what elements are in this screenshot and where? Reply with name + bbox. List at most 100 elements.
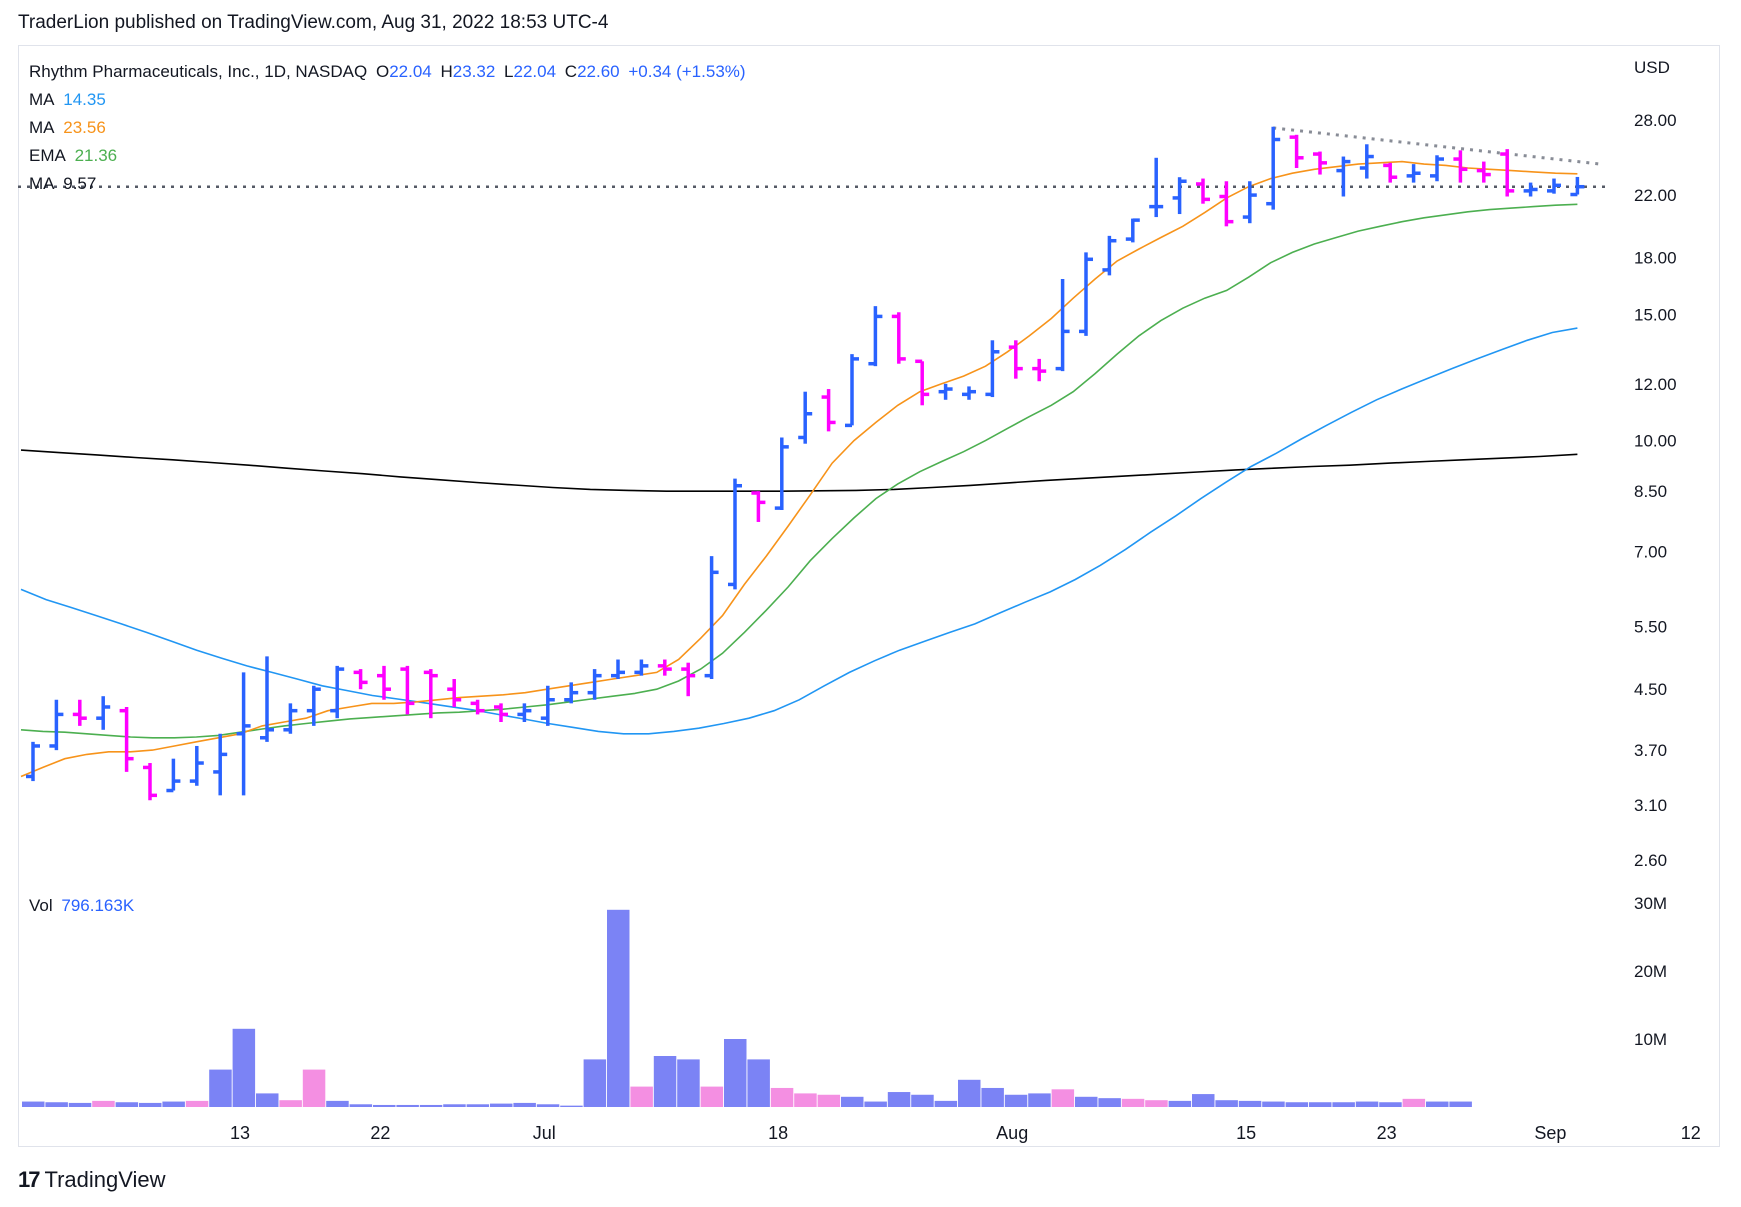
volume-bar: [770, 1087, 794, 1107]
ema21-legend[interactable]: EMA 21.36: [29, 146, 121, 166]
volume-bar: [887, 1092, 911, 1107]
price-tick-label: 12.00: [1634, 375, 1677, 394]
volume-bar: [162, 1101, 185, 1107]
volume-bar: [1379, 1102, 1402, 1107]
price-tick-label: 8.50: [1634, 482, 1667, 501]
volume-bar: [256, 1093, 279, 1107]
tradingview-brand: TradingView: [44, 1167, 166, 1192]
price-tick-label: 4.50: [1634, 680, 1667, 699]
volume-bar: [747, 1059, 770, 1107]
volume-bar: [1449, 1101, 1472, 1107]
open-label: O: [375, 62, 390, 81]
tradingview-footer[interactable]: 17 TradingView: [18, 1167, 166, 1193]
price-tick-label: 15.00: [1634, 305, 1677, 324]
close-label: C: [564, 62, 578, 81]
volume-bar: [1215, 1100, 1238, 1107]
tradingview-logo-icon: 17: [18, 1167, 41, 1192]
x-tick-label: 18: [768, 1123, 788, 1143]
volume-bar: [981, 1087, 1004, 1107]
price-tick-label: 18.00: [1634, 249, 1677, 268]
volume-bar: [373, 1104, 396, 1107]
volume-bar: [139, 1102, 162, 1107]
volume-bar: [1075, 1096, 1098, 1107]
close-value: 22.60: [577, 62, 620, 81]
symbol-legend: Rhythm Pharmaceuticals, Inc., 1D, NASDAQ…: [29, 62, 750, 82]
volume-bar: [443, 1104, 466, 1107]
volume-bar: [209, 1069, 232, 1107]
volume-bar: [794, 1093, 817, 1107]
volume-bar: [396, 1104, 419, 1107]
high-label: H: [440, 62, 453, 81]
ma50-value: 14.35: [63, 90, 106, 109]
low-label: L: [504, 62, 514, 81]
chart-frame: [18, 45, 1720, 1147]
volume-bar: [279, 1100, 302, 1107]
volume-bar: [1192, 1094, 1215, 1107]
volume-bar: [841, 1096, 864, 1107]
volume-bar: [232, 1028, 256, 1107]
volume-bar: [1426, 1101, 1449, 1107]
volume-bar: [1355, 1101, 1379, 1107]
ema21-value: 21.36: [74, 146, 118, 165]
volume-legend[interactable]: Vol 796.163K: [29, 896, 138, 916]
volume-bar: [1168, 1100, 1192, 1107]
publisher-line: TraderLion published on TradingView.com,…: [18, 12, 609, 33]
volume-bar: [513, 1102, 536, 1107]
volume-bar: [1402, 1098, 1426, 1107]
x-tick-label: Aug: [996, 1123, 1028, 1143]
ma10-label: MA: [29, 118, 55, 137]
volume-bar: [1121, 1098, 1145, 1107]
volume-bar: [490, 1103, 513, 1107]
ma200-label: MA: [29, 174, 55, 193]
volume-bar: [1332, 1102, 1355, 1107]
volume-bar: [1285, 1102, 1309, 1107]
volume-bar: [630, 1086, 653, 1107]
price-tick-label: 28.00: [1634, 111, 1677, 130]
volume-bar: [607, 909, 630, 1107]
volume-bar: [1238, 1100, 1262, 1107]
volume-bar: [115, 1102, 139, 1107]
volume-bar: [326, 1100, 349, 1107]
volume-tick-label: 30M: [1634, 894, 1667, 913]
volume-label: Vol: [29, 896, 53, 915]
volume-bar: [1051, 1089, 1075, 1107]
ma10-legend[interactable]: MA 23.56: [29, 118, 110, 138]
ma50-legend[interactable]: MA 14.35: [29, 90, 110, 110]
ma10-line: [20, 160, 1578, 778]
price-tick-label: 3.10: [1634, 796, 1667, 815]
volume-bar: [560, 1105, 583, 1107]
volume-bar: [1262, 1101, 1285, 1107]
x-tick-label: 22: [370, 1123, 390, 1143]
volume-value: 796.163K: [61, 896, 135, 915]
volume-tick-label: 20M: [1634, 962, 1667, 981]
x-tick-label: 23: [1377, 1123, 1397, 1143]
volume-bar: [349, 1104, 373, 1107]
volume-bar: [45, 1102, 68, 1107]
volume-bar: [536, 1104, 560, 1107]
low-value: 22.04: [513, 62, 557, 81]
ema21-line: [20, 203, 1578, 739]
volume-bar: [677, 1059, 700, 1107]
symbol-title: Rhythm Pharmaceuticals, Inc., 1D, NASDAQ: [29, 62, 368, 81]
volume-bar: [419, 1104, 443, 1107]
x-tick-label: 13: [230, 1123, 250, 1143]
volume-bar: [1309, 1102, 1332, 1107]
volume-bar: [68, 1102, 92, 1107]
x-tick-label: 12: [1681, 1123, 1701, 1143]
volume-bar: [1004, 1094, 1028, 1107]
volume-bar: [92, 1100, 115, 1107]
ma200-legend[interactable]: MA 9.57: [29, 174, 100, 194]
volume-bar: [724, 1039, 747, 1107]
price-tick-label: 3.70: [1634, 741, 1667, 760]
volume-bar: [864, 1101, 887, 1107]
volume-bar: [700, 1086, 724, 1107]
volume-bar: [466, 1104, 490, 1107]
volume-bar: [958, 1079, 981, 1107]
volume-bar: [185, 1100, 209, 1107]
price-tick-label: 2.60: [1634, 851, 1667, 870]
x-tick-label: Sep: [1534, 1123, 1566, 1143]
volume-tick-label: 10M: [1634, 1030, 1667, 1049]
price-tick-label: 7.00: [1634, 543, 1667, 562]
ma50-line: [20, 327, 1578, 735]
